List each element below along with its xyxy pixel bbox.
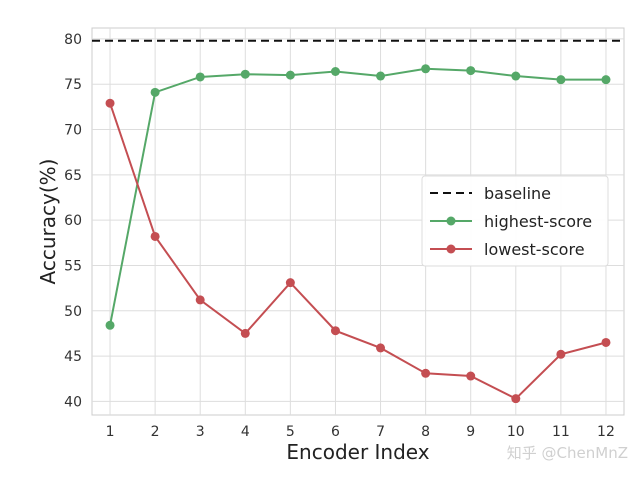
- data-point-lowest-score: [285, 278, 295, 288]
- x-tick-label: 8: [421, 424, 430, 440]
- x-axis-ticks: 1 2 3 4 5 6 7 8 9 10 11 12: [106, 424, 615, 440]
- legend-label-lowest-score: lowest-score: [484, 240, 585, 259]
- x-tick-label: 11: [552, 424, 570, 440]
- data-point-highest-score: [285, 70, 295, 80]
- data-point-highest-score: [601, 75, 611, 85]
- y-tick-label: 75: [64, 77, 82, 93]
- series-highest-score: [105, 64, 611, 330]
- data-point-lowest-score: [421, 368, 431, 378]
- legend-marker-highest-score: [446, 216, 456, 226]
- data-point-lowest-score: [376, 343, 386, 353]
- data-point-highest-score: [376, 71, 386, 81]
- series-layer: [92, 39, 624, 404]
- y-axis-label: Accuracy(%): [36, 159, 60, 285]
- data-point-highest-score: [421, 64, 431, 74]
- y-tick-label: 40: [64, 394, 82, 410]
- y-axis-ticks: 40 45 50 55 60 65 70 75 80: [64, 32, 82, 411]
- x-tick-label: 9: [466, 424, 475, 440]
- y-tick-label: 65: [64, 168, 82, 184]
- legend-label-highest-score: highest-score: [484, 212, 592, 231]
- y-tick-label: 50: [64, 304, 82, 320]
- y-tick-label: 80: [64, 32, 82, 48]
- data-point-lowest-score: [601, 337, 611, 347]
- x-axis-label: Encoder Index: [286, 440, 429, 464]
- legend-box: [421, 175, 609, 267]
- data-point-highest-score: [105, 320, 115, 330]
- data-point-lowest-score: [240, 328, 250, 338]
- data-point-lowest-score: [511, 394, 521, 404]
- series-lowest-score: [105, 98, 611, 404]
- data-point-highest-score: [195, 72, 205, 82]
- x-tick-label: 12: [597, 424, 615, 440]
- legend-marker-lowest-score: [446, 244, 456, 254]
- x-tick-label: 3: [196, 424, 205, 440]
- series-line-highest-score: [109, 67, 606, 326]
- series-line-lowest-score: [109, 102, 607, 400]
- legend-items: baseline highest-score lowest-score: [430, 184, 592, 259]
- x-tick-label: 2: [151, 424, 160, 440]
- watermark-text: 知乎 @ChenMnZ: [507, 444, 628, 462]
- y-tick-label: 45: [64, 349, 82, 365]
- data-point-lowest-score: [105, 98, 115, 108]
- legend: baseline highest-score lowest-score: [421, 175, 609, 267]
- y-tick-label: 55: [64, 258, 82, 274]
- data-point-lowest-score: [330, 326, 340, 336]
- x-tick-label: 4: [241, 424, 250, 440]
- y-tick-label: 70: [64, 123, 82, 139]
- x-tick-label: 7: [376, 424, 385, 440]
- x-tick-label: 1: [106, 424, 115, 440]
- x-tick-label: 10: [507, 424, 525, 440]
- data-point-lowest-score: [195, 295, 205, 305]
- data-point-highest-score: [556, 75, 566, 85]
- data-point-lowest-score: [150, 231, 160, 241]
- x-tick-label: 5: [286, 424, 295, 440]
- data-point-highest-score: [330, 67, 340, 77]
- data-point-highest-score: [466, 66, 476, 76]
- data-point-lowest-score: [466, 371, 476, 381]
- x-tick-label: 6: [331, 424, 340, 440]
- y-tick-label: 60: [64, 213, 82, 229]
- legend-label-baseline: baseline: [484, 184, 551, 203]
- data-point-lowest-score: [556, 349, 566, 359]
- data-point-highest-score: [240, 69, 250, 79]
- data-point-highest-score: [511, 71, 521, 81]
- data-point-highest-score: [150, 87, 160, 97]
